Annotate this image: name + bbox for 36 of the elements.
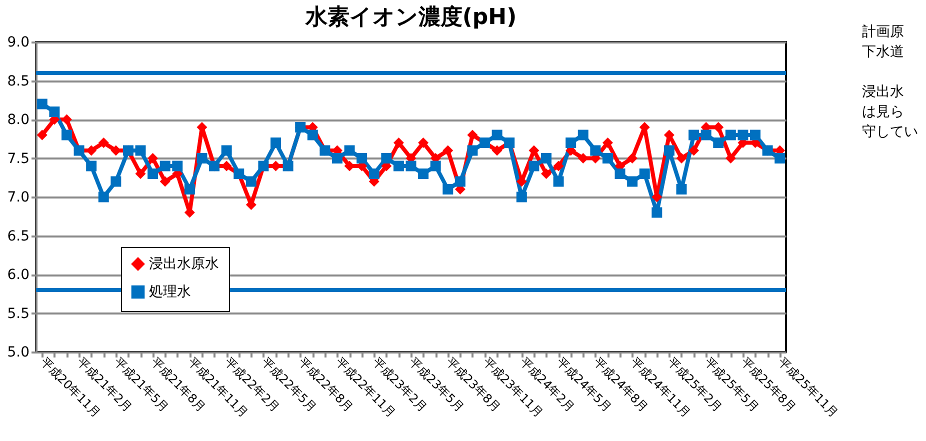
point: [553, 160, 564, 172]
point: [160, 176, 170, 187]
point: [688, 145, 700, 156]
point: [135, 168, 146, 179]
point: [418, 138, 429, 148]
text: 下水道: [862, 43, 905, 62]
y-tick-label: 8.0: [7, 112, 30, 128]
point: [442, 145, 454, 156]
point: [36, 130, 48, 140]
legend-label: 処理水: [149, 284, 191, 300]
legend-label: 浸出水原水: [149, 256, 219, 272]
y-tick-label: 7.5: [7, 150, 30, 167]
point: [602, 138, 613, 148]
point: [725, 153, 736, 164]
chart-title: 水素イオン濃度(pH): [304, 4, 517, 30]
text: 計画原: [862, 23, 905, 42]
text: は見ら: [862, 103, 905, 122]
y-tick-label: 6.5: [7, 228, 30, 244]
y-tick-label: 7.0: [7, 190, 30, 206]
text: 守してい: [862, 123, 918, 142]
y-tick-label: 9.0: [7, 34, 30, 50]
point: [467, 130, 478, 140]
point: [492, 145, 502, 156]
point: [627, 153, 638, 164]
point: [541, 168, 552, 179]
y-tick-label: 8.5: [7, 73, 30, 90]
point: [528, 145, 540, 156]
text: 浸出水: [862, 83, 905, 102]
point: [98, 138, 109, 148]
y-tick-label: 5.0: [7, 344, 30, 360]
y-tick-label: 5.5: [7, 306, 30, 322]
point: [676, 153, 687, 164]
point: [652, 192, 662, 202]
point: [148, 153, 158, 164]
y-tick-label: 6.0: [7, 267, 30, 283]
point: [393, 138, 404, 148]
